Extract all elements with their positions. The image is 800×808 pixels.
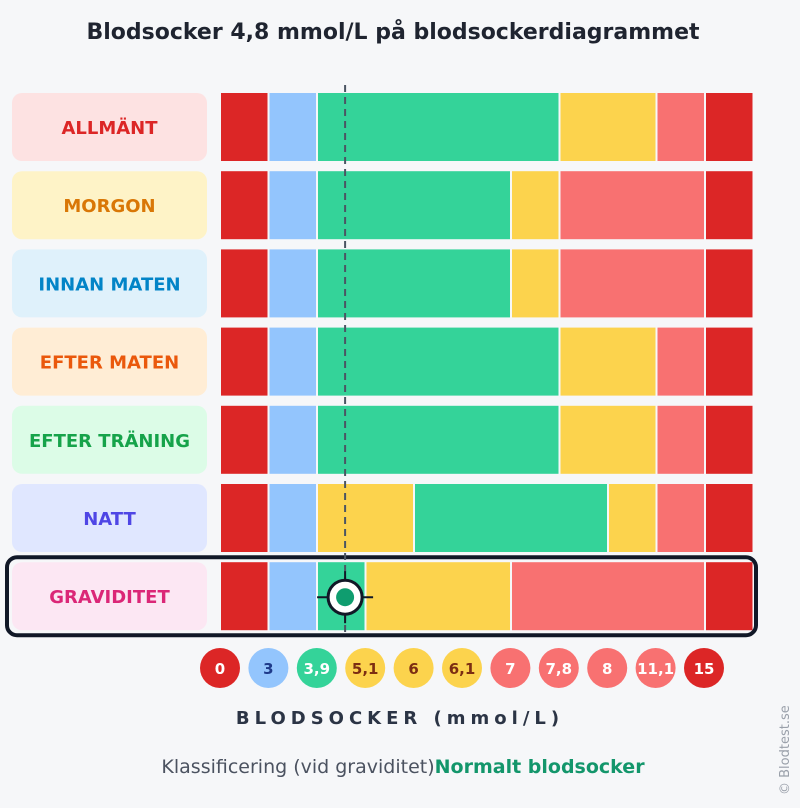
segment-efter-traning-elevated xyxy=(560,405,656,474)
segment-innan-maten-high xyxy=(560,249,704,318)
row-label-bg-efter-traning xyxy=(12,405,207,474)
segment-morgon-high xyxy=(560,171,704,240)
tick-badge-6-1 xyxy=(442,648,482,688)
tick-badge-11-1 xyxy=(635,648,676,688)
segment-efter-maten-elevated xyxy=(560,327,656,396)
highlight-frame xyxy=(5,555,758,638)
tick-badge-3 xyxy=(248,648,289,688)
tick-label-8: 8 xyxy=(602,660,612,678)
segment-graviditet-very_high xyxy=(706,562,753,631)
segment-efter-traning-very_high xyxy=(706,405,753,474)
segment-natt-normal xyxy=(415,484,607,552)
tick-badge-5-1 xyxy=(345,648,386,688)
tick-label-7-8: 7,8 xyxy=(546,660,573,678)
classification: Klassificering (vid graviditet)Normalt b… xyxy=(0,756,800,778)
segment-graviditet-low xyxy=(269,562,316,631)
segment-efter-traning-very_low xyxy=(221,405,268,474)
tick-label-6: 6 xyxy=(408,660,418,678)
marker-dot xyxy=(336,588,355,607)
row-label-bg-morgon xyxy=(12,171,207,240)
segment-allmant-high xyxy=(657,93,704,161)
segment-efter-maten-low xyxy=(269,327,316,396)
row-label-efter-traning: EFTER TRÄNING xyxy=(29,430,190,452)
tick-label-3: 3 xyxy=(263,660,273,678)
segment-efter-maten-high xyxy=(657,327,704,396)
blood-sugar-chart: ALLMÄNT MORGON INNAN MATEN EFTER MATEN EFTER… xyxy=(5,85,758,688)
segment-efter-maten-very_low xyxy=(221,327,268,396)
segment-efter-traning-low xyxy=(269,405,316,474)
tick-label-7: 7 xyxy=(505,660,515,678)
segment-natt-low xyxy=(269,484,316,552)
segment-efter-traning-high xyxy=(657,405,704,474)
segment-allmant-very_low xyxy=(221,93,268,161)
segment-innan-maten-normal xyxy=(318,249,510,318)
tick-badge-8 xyxy=(587,648,628,688)
row-label-bg-graviditet xyxy=(12,562,207,631)
segment-efter-maten-very_high xyxy=(706,327,753,396)
tick-badge-3-9 xyxy=(296,648,337,688)
segment-morgon-very_high xyxy=(706,171,753,240)
segment-innan-maten-very_high xyxy=(706,249,753,318)
x-axis-title: BLODSOCKER (mmol/L) xyxy=(235,708,565,729)
tick-badge-7-8 xyxy=(538,648,579,688)
segment-allmant-normal xyxy=(318,93,559,161)
row-label-morgon: MORGON xyxy=(63,196,155,217)
tick-label-3-9: 3,9 xyxy=(304,660,331,678)
tick-label-11-1: 11,1 xyxy=(637,660,674,678)
segment-allmant-elevated xyxy=(560,93,656,161)
segment-natt-high xyxy=(657,484,704,552)
segment-graviditet-very_low xyxy=(221,562,268,631)
segment-efter-maten-normal xyxy=(318,327,559,396)
segment-allmant-low xyxy=(269,93,316,161)
tick-label-5-1: 5,1 xyxy=(352,660,379,678)
segment-graviditet-elevated xyxy=(366,562,510,631)
tick-badge-6 xyxy=(393,648,434,688)
row-label-graviditet: GRAVIDITET xyxy=(49,587,170,608)
row-label-bg-innan-maten xyxy=(12,249,207,318)
segment-innan-maten-elevated xyxy=(512,249,559,318)
segment-graviditet-high xyxy=(512,562,704,631)
row-label-bg-allmant xyxy=(12,93,207,161)
segment-natt-very_high xyxy=(706,484,753,552)
copyright: © Blodtest.se xyxy=(778,705,793,795)
segment-natt-very_low xyxy=(221,484,268,552)
row-label-bg-natt xyxy=(12,484,207,552)
tick-badge-15 xyxy=(684,648,724,688)
segment-innan-maten-very_low xyxy=(221,249,268,318)
segment-natt-elevated xyxy=(609,484,656,552)
segment-morgon-elevated xyxy=(512,171,559,240)
row-label-innan-maten: INNAN MATEN xyxy=(38,274,180,295)
tick-label-6-1: 6,1 xyxy=(449,660,476,678)
classification-value: Normalt blodsocker xyxy=(434,756,645,778)
chart-title: Blodsocker 4,8 mmol/L på blodsockerdiagr… xyxy=(86,20,700,45)
segment-allmant-very_high xyxy=(706,93,753,161)
row-label-efter-maten: EFTER MATEN xyxy=(40,353,179,374)
tick-label-0: 0 xyxy=(215,660,225,678)
tick-badge-7 xyxy=(490,648,531,688)
segment-morgon-very_low xyxy=(221,171,268,240)
row-label-bg-efter-maten xyxy=(12,327,207,396)
classification-label: Klassificering (vid graviditet) xyxy=(161,756,435,778)
row-label-allmant: ALLMÄNT xyxy=(61,117,158,139)
tick-label-15: 15 xyxy=(694,660,715,678)
segment-morgon-low xyxy=(269,171,316,240)
row-label-natt: NATT xyxy=(83,509,136,530)
segment-efter-traning-normal xyxy=(318,405,559,474)
segment-natt-elevated xyxy=(318,484,413,552)
tick-badge-0 xyxy=(200,648,240,688)
segment-morgon-normal xyxy=(318,171,510,240)
segment-innan-maten-low xyxy=(269,249,316,318)
